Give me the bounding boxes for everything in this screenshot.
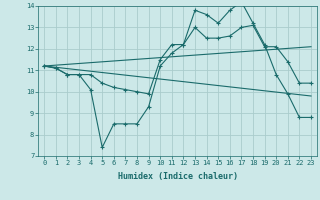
X-axis label: Humidex (Indice chaleur): Humidex (Indice chaleur): [118, 172, 238, 181]
